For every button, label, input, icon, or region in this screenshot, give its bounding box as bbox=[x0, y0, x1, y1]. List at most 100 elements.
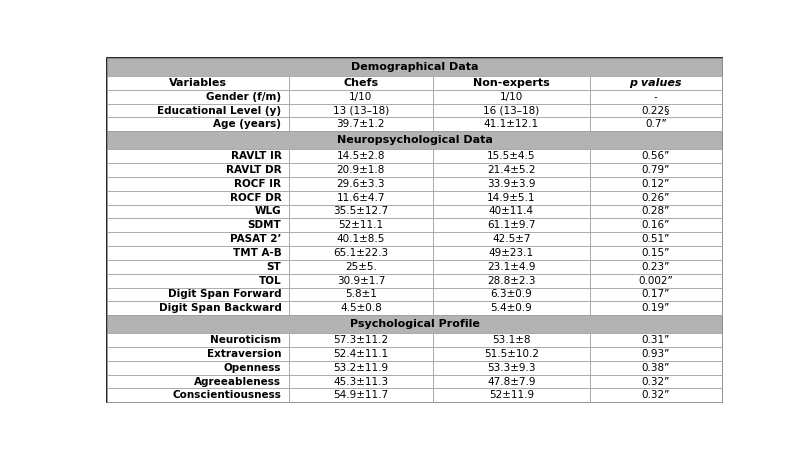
Text: ROCF DR: ROCF DR bbox=[230, 192, 282, 202]
Text: 53.1±8: 53.1±8 bbox=[492, 335, 531, 345]
Text: 1/10: 1/10 bbox=[349, 92, 372, 102]
Bar bbox=[289, 177, 433, 191]
Text: TOL: TOL bbox=[259, 276, 282, 286]
Bar bbox=[433, 177, 590, 191]
Bar bbox=[108, 131, 722, 149]
Text: 23.1±4.9: 23.1±4.9 bbox=[487, 262, 536, 272]
Bar bbox=[289, 149, 433, 163]
Bar bbox=[289, 232, 433, 246]
Text: 14.9±5.1: 14.9±5.1 bbox=[487, 192, 536, 202]
Text: 0.12”: 0.12” bbox=[642, 179, 670, 189]
Text: 41.1±12.1: 41.1±12.1 bbox=[484, 119, 539, 129]
Bar bbox=[433, 104, 590, 118]
Bar bbox=[289, 347, 433, 361]
Text: Neuroticism: Neuroticism bbox=[210, 335, 282, 345]
Text: RAVLT IR: RAVLT IR bbox=[231, 151, 282, 161]
Bar bbox=[433, 191, 590, 205]
Bar bbox=[108, 287, 289, 301]
Bar bbox=[108, 149, 289, 163]
Text: 5.8±1: 5.8±1 bbox=[345, 290, 377, 300]
Bar bbox=[590, 149, 722, 163]
Text: 61.1±9.7: 61.1±9.7 bbox=[487, 220, 536, 230]
Bar bbox=[590, 191, 722, 205]
Text: 0.51”: 0.51” bbox=[642, 234, 670, 244]
Bar bbox=[433, 301, 590, 315]
Text: 35.5±12.7: 35.5±12.7 bbox=[333, 207, 388, 217]
Bar bbox=[289, 389, 433, 402]
Bar bbox=[108, 191, 289, 205]
Bar bbox=[289, 205, 433, 218]
Bar bbox=[590, 389, 722, 402]
Text: RAVLT DR: RAVLT DR bbox=[226, 165, 282, 175]
Bar bbox=[108, 375, 289, 389]
Bar bbox=[433, 274, 590, 287]
Text: 29.6±3.3: 29.6±3.3 bbox=[337, 179, 385, 189]
Text: 0.17”: 0.17” bbox=[642, 290, 670, 300]
Text: 53.2±11.9: 53.2±11.9 bbox=[333, 363, 388, 373]
Text: 51.5±10.2: 51.5±10.2 bbox=[484, 349, 539, 359]
Bar bbox=[590, 375, 722, 389]
Bar bbox=[590, 104, 722, 118]
Bar bbox=[289, 274, 433, 287]
Text: 52.4±11.1: 52.4±11.1 bbox=[333, 349, 388, 359]
Bar bbox=[590, 232, 722, 246]
Text: Age (years): Age (years) bbox=[214, 119, 282, 129]
Bar bbox=[433, 361, 590, 375]
Text: WLG: WLG bbox=[255, 207, 282, 217]
Bar bbox=[590, 90, 722, 104]
Text: 0.32”: 0.32” bbox=[642, 376, 670, 386]
Bar bbox=[590, 163, 722, 177]
Bar bbox=[108, 246, 289, 260]
Text: 42.5±7: 42.5±7 bbox=[492, 234, 531, 244]
Bar bbox=[108, 76, 289, 90]
Bar bbox=[590, 361, 722, 375]
Text: 14.5±2.8: 14.5±2.8 bbox=[337, 151, 385, 161]
Text: 0.31”: 0.31” bbox=[642, 335, 670, 345]
Bar bbox=[590, 301, 722, 315]
Bar bbox=[433, 149, 590, 163]
Text: Gender (f/m): Gender (f/m) bbox=[206, 92, 282, 102]
Text: Agreeableness: Agreeableness bbox=[194, 376, 282, 386]
Text: 65.1±22.3: 65.1±22.3 bbox=[333, 248, 388, 258]
Text: ROCF IR: ROCF IR bbox=[235, 179, 282, 189]
Text: 33.9±3.9: 33.9±3.9 bbox=[487, 179, 536, 189]
Bar bbox=[108, 205, 289, 218]
Bar bbox=[108, 118, 289, 131]
Bar bbox=[289, 191, 433, 205]
Bar bbox=[289, 218, 433, 232]
Text: 1/10: 1/10 bbox=[500, 92, 523, 102]
Bar bbox=[590, 274, 722, 287]
Bar bbox=[108, 315, 722, 333]
Bar bbox=[108, 163, 289, 177]
Bar bbox=[433, 76, 590, 90]
Bar bbox=[590, 260, 722, 274]
Bar bbox=[590, 177, 722, 191]
Text: Neuropsychological Data: Neuropsychological Data bbox=[337, 135, 493, 145]
Text: 0.56”: 0.56” bbox=[642, 151, 670, 161]
Text: 6.3±0.9: 6.3±0.9 bbox=[490, 290, 532, 300]
Text: 40.1±8.5: 40.1±8.5 bbox=[337, 234, 385, 244]
Bar bbox=[590, 347, 722, 361]
Text: 0.7”: 0.7” bbox=[645, 119, 667, 129]
Bar bbox=[289, 361, 433, 375]
Bar bbox=[289, 104, 433, 118]
Bar bbox=[433, 375, 590, 389]
Bar bbox=[590, 218, 722, 232]
Text: 20.9±1.8: 20.9±1.8 bbox=[337, 165, 385, 175]
Text: 28.8±2.3: 28.8±2.3 bbox=[487, 276, 536, 286]
Text: 0.26”: 0.26” bbox=[642, 192, 670, 202]
Bar bbox=[590, 246, 722, 260]
Bar bbox=[289, 163, 433, 177]
Text: Psychological Profile: Psychological Profile bbox=[349, 319, 480, 329]
Bar bbox=[108, 232, 289, 246]
Bar bbox=[289, 90, 433, 104]
Text: 53.3±9.3: 53.3±9.3 bbox=[487, 363, 536, 373]
Bar bbox=[108, 58, 722, 76]
Bar bbox=[433, 118, 590, 131]
Bar bbox=[108, 361, 289, 375]
Text: SDMT: SDMT bbox=[248, 220, 282, 230]
Text: 15.5±4.5: 15.5±4.5 bbox=[487, 151, 536, 161]
Bar bbox=[108, 104, 289, 118]
Text: 5.4±0.9: 5.4±0.9 bbox=[490, 303, 532, 313]
Bar bbox=[433, 389, 590, 402]
